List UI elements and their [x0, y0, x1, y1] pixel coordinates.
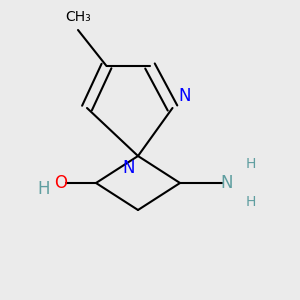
Text: N: N [178, 87, 191, 105]
Text: H: H [246, 157, 256, 171]
Text: H: H [37, 180, 50, 198]
Text: N: N [122, 159, 135, 177]
Text: H: H [246, 195, 256, 209]
Text: O: O [55, 174, 68, 192]
Text: N: N [220, 174, 233, 192]
Text: CH₃: CH₃ [65, 10, 91, 24]
